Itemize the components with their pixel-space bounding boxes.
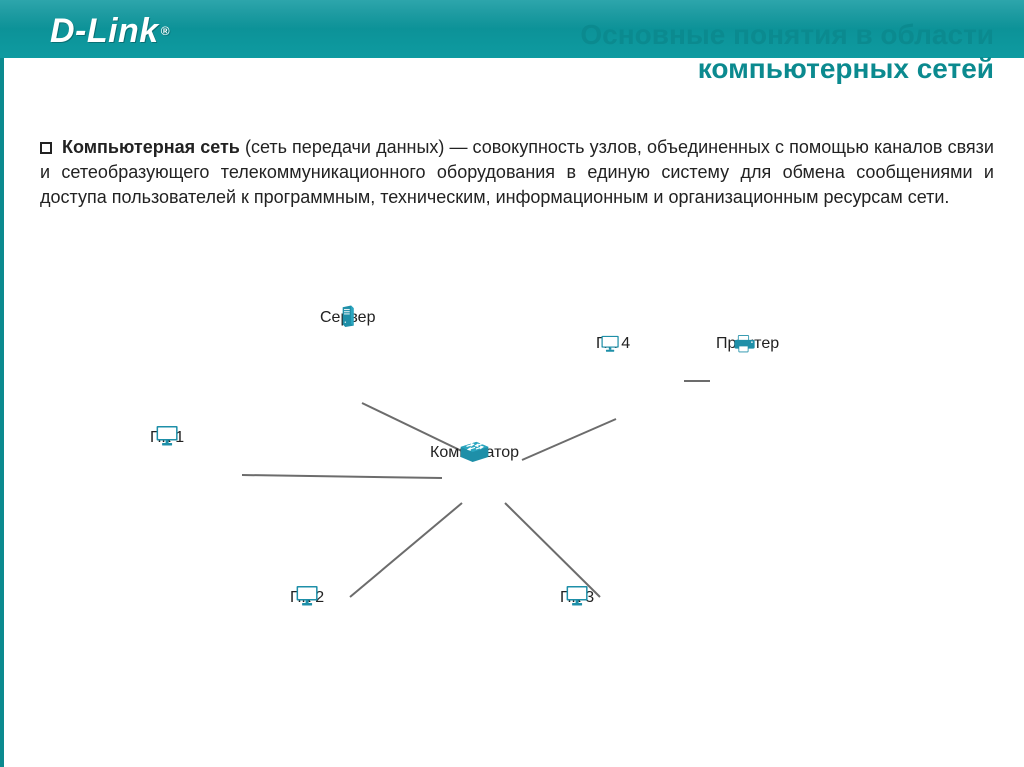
edge <box>505 503 600 597</box>
title-line-1: Основные понятия в области <box>344 18 994 52</box>
sidebar-stripe <box>0 58 4 767</box>
page-title: Основные понятия в области компьютерных … <box>344 18 994 85</box>
network-diagram: Сервер Принтер ПК 4 ПК 1 Коммутатор <box>150 295 850 725</box>
node-pc3: ПК 3 <box>560 585 594 607</box>
node-pc4: ПК 4 <box>590 335 630 353</box>
monitor-icon <box>290 585 324 607</box>
server-icon <box>320 305 375 327</box>
edge <box>522 419 616 460</box>
node-pc2: ПК 2 <box>290 585 324 607</box>
monitor-icon <box>560 585 594 607</box>
title-line-2: компьютерных сетей <box>344 52 994 86</box>
edge <box>350 503 462 597</box>
definition-term: Компьютерная сеть <box>62 137 240 157</box>
node-server: Сервер <box>320 305 375 327</box>
node-pc1: ПК 1 <box>150 425 184 447</box>
definition-paragraph: Компьютерная сеть (сеть передачи данных)… <box>40 135 994 211</box>
monitor-icon <box>590 335 630 353</box>
switch-icon <box>430 440 519 462</box>
monitor-icon <box>150 425 184 447</box>
node-printer: Принтер <box>710 335 779 353</box>
brand-logo: D-Link® <box>10 8 210 54</box>
node-switch: Коммутатор <box>430 440 519 462</box>
brand-registered: ® <box>161 24 170 38</box>
brand-name: D-Link <box>50 12 159 51</box>
edge <box>242 475 442 478</box>
bullet-icon <box>40 142 52 154</box>
printer-icon <box>710 335 779 353</box>
